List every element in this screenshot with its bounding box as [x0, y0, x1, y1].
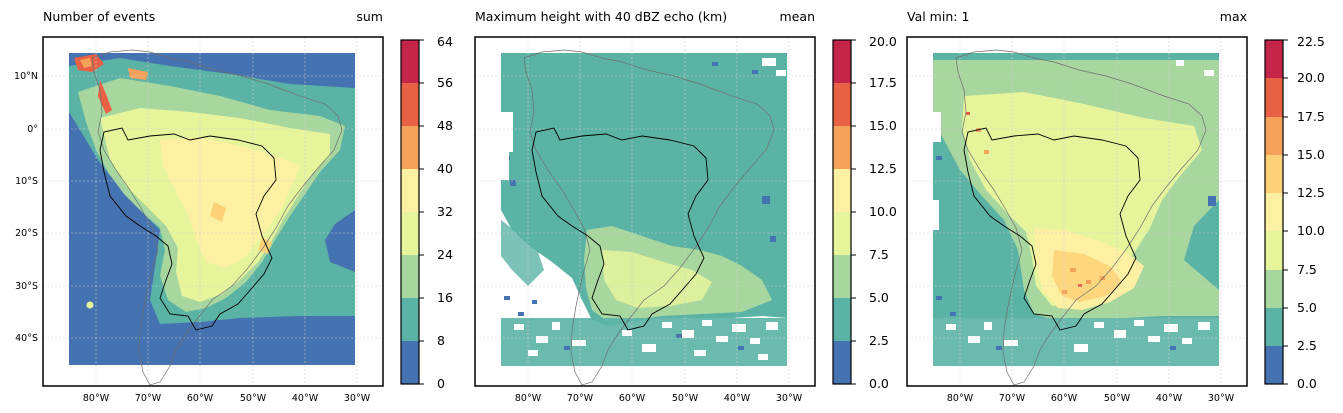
colorbar-tick-label: 2.5	[1297, 338, 1317, 353]
colorbar-tick-label: 15.0	[1297, 147, 1325, 162]
panel-c-gridlines	[907, 37, 1247, 386]
panel-c-title: Val min: 1	[907, 9, 969, 24]
panel-b-gridlines	[475, 37, 815, 386]
colorbar-tick-label: 56	[437, 75, 453, 90]
colorbar-tick-label: 7.5	[1297, 262, 1317, 277]
lat-label: 30°S	[15, 281, 38, 292]
panel-c-map[interactable]	[907, 37, 1247, 386]
panel-a-lon-labels: 80°W 70°W 60°W 50°W 40°W 30°W	[83, 393, 371, 404]
lon-label: 50°W	[1104, 393, 1131, 404]
lon-label: 60°W	[187, 393, 214, 404]
colorbar-tick-label: 5.0	[869, 290, 889, 305]
lat-label: 20°S	[15, 228, 38, 239]
colorbar-tick-label: 20.0	[1297, 70, 1325, 85]
panel-c-colorbar: 0.0 2.5 5.0 7.5 10.0 12.5 15.0 17.5 20.0…	[1264, 34, 1325, 391]
lat-label: 40°S	[15, 333, 38, 344]
lon-label: 50°W	[240, 393, 267, 404]
colorbar-tick-label: 12.5	[869, 161, 897, 176]
lon-label: 60°W	[1051, 393, 1078, 404]
panel-b-lon-labels: 80°W 70°W 60°W 50°W 40°W 30°W	[515, 393, 803, 404]
colorbar-tick-label: 0	[437, 376, 445, 391]
lon-label: 70°W	[567, 393, 594, 404]
lon-label: 60°W	[619, 393, 646, 404]
colorbar-tick-label: 15.0	[869, 118, 897, 133]
panel-a-gridlines	[43, 37, 383, 386]
lon-label: 40°W	[292, 393, 319, 404]
colorbar-tick-label: 24	[437, 247, 453, 262]
colorbar-tick-label: 17.5	[869, 75, 897, 90]
lon-label: 50°W	[672, 393, 699, 404]
colorbar-tick-label: 32	[437, 204, 453, 219]
lon-label: 30°W	[1208, 393, 1235, 404]
panel-number-of-events: Number of events sum	[14, 9, 453, 404]
panel-b-stat: mean	[780, 9, 815, 24]
lat-label: 10°N	[14, 71, 38, 82]
panel-c-lon-labels: 80°W 70°W 60°W 50°W 40°W 30°W	[947, 393, 1235, 404]
lon-label: 70°W	[135, 393, 162, 404]
panel-b-map[interactable]	[475, 37, 815, 386]
panel-b-colorbar: 0.0 2.5 5.0 7.5 10.0 12.5 15.0 17.5 20.0	[832, 34, 897, 391]
colorbar-tick-label: 2.5	[869, 333, 889, 348]
lat-label: 0°	[27, 124, 38, 135]
colorbar-tick-label: 10.0	[869, 204, 897, 219]
colorbar-tick-label: 16	[437, 290, 453, 305]
colorbar-tick-label: 0.0	[1297, 376, 1317, 391]
panel-a-title: Number of events	[43, 9, 155, 24]
panel-val-min: Val min: 1 max	[906, 9, 1325, 404]
colorbar-tick-label: 22.5	[1297, 34, 1325, 49]
lon-label: 40°W	[724, 393, 751, 404]
colorbar-tick-label: 8	[437, 333, 445, 348]
lon-label: 30°W	[776, 393, 803, 404]
colorbar-tick-label: 0.0	[869, 376, 889, 391]
lon-label: 70°W	[999, 393, 1026, 404]
colorbar-tick-label: 12.5	[1297, 185, 1325, 200]
panel-b-title: Maximum height with 40 dBZ echo (km)	[475, 9, 727, 24]
panel-a-map[interactable]	[43, 37, 383, 386]
colorbar-tick-label: 20.0	[869, 34, 897, 49]
colorbar-tick-label: 5.0	[1297, 300, 1317, 315]
colorbar-tick-label: 7.5	[869, 247, 889, 262]
panel-a-lat-labels: 10°N 0° 10°S 20°S 30°S 40°S	[14, 71, 38, 344]
colorbar-tick-label: 48	[437, 118, 453, 133]
lon-label: 30°W	[344, 393, 371, 404]
panel-b-frame	[474, 36, 816, 387]
lon-label: 80°W	[83, 393, 110, 404]
lon-label: 80°W	[515, 393, 542, 404]
colorbar-tick-label: 10.0	[1297, 223, 1325, 238]
panel-a-colorbar: 0 8 16 24 32 40 48 56 64	[400, 34, 453, 391]
panel-c-stat: max	[1220, 9, 1247, 24]
colorbar-tick-label: 17.5	[1297, 109, 1325, 124]
panel-c-frame	[906, 36, 1248, 387]
panel-a-frame	[42, 36, 384, 387]
panel-max-height-40dbz: Maximum height with 40 dBZ echo (km) mea…	[474, 9, 897, 404]
colorbar-tick-label: 40	[437, 161, 453, 176]
lon-label: 80°W	[947, 393, 974, 404]
lat-label: 10°S	[15, 176, 38, 187]
lon-label: 40°W	[1156, 393, 1183, 404]
colorbar-tick-label: 64	[437, 34, 453, 49]
panel-a-stat: sum	[356, 9, 383, 24]
